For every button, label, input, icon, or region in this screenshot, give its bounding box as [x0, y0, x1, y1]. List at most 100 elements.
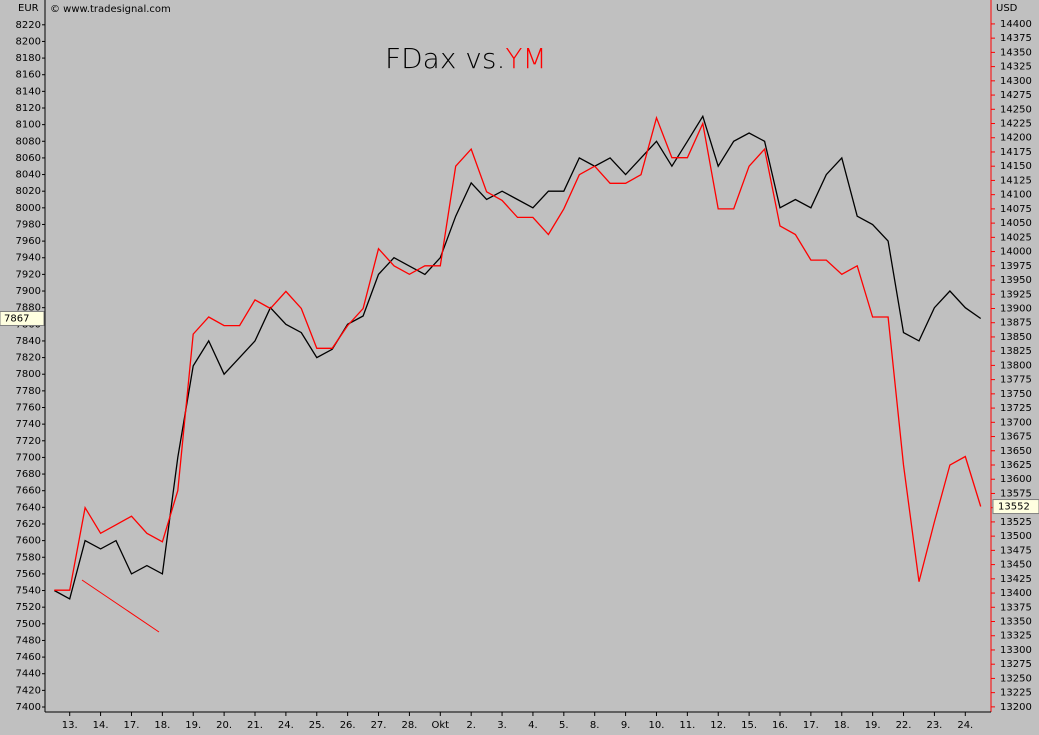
- x-tick-label: 19.: [185, 720, 201, 731]
- x-tick-label: 16.: [772, 720, 788, 731]
- y-tick-label: 8000: [16, 203, 41, 214]
- y2-tick-label: 14050: [1000, 218, 1032, 229]
- x-tick-label: 24.: [957, 720, 973, 731]
- y-tick-label: 8200: [16, 36, 41, 47]
- x-tick-label: 20.: [216, 720, 232, 731]
- y-tick-label: 7560: [16, 569, 41, 580]
- y-tick-label: 7520: [16, 602, 41, 613]
- x-tick-label: 18.: [154, 720, 170, 731]
- y-tick-label: 7760: [16, 403, 41, 414]
- x-tick-label: 18.: [834, 720, 850, 731]
- y-tick-label: 7680: [16, 469, 41, 480]
- y-tick-label: 7940: [16, 253, 41, 264]
- y2-tick-label: 13425: [1000, 574, 1032, 585]
- y-tick-label: 7500: [16, 619, 41, 630]
- x-tick-label: 19.: [865, 720, 881, 731]
- y-tick-label: 7480: [16, 635, 41, 646]
- y-tick-label: 7580: [16, 552, 41, 563]
- y-tick-label: 7960: [16, 236, 41, 247]
- x-tick-label: 22.: [896, 720, 912, 731]
- y2-tick-label: 14075: [1000, 204, 1032, 215]
- y-tick-label: 8080: [16, 136, 41, 147]
- trend-line: [81, 579, 160, 633]
- y2-tick-label: 13800: [1000, 360, 1032, 371]
- x-tick-label: Okt: [431, 720, 449, 731]
- y2-tick-label: 13775: [1000, 375, 1032, 386]
- y2-tick-label: 13450: [1000, 560, 1032, 571]
- series-line: [54, 115, 982, 591]
- y-tick-label: 7780: [16, 386, 41, 397]
- x-tick-label: 27.: [371, 720, 387, 731]
- y2-tick-label: 13200: [1000, 702, 1032, 713]
- y-tick-label: 7540: [16, 586, 41, 597]
- y2-tick-label: 13475: [1000, 545, 1032, 556]
- y2-unit: USD: [996, 3, 1018, 14]
- y-tick-label: 7640: [16, 502, 41, 513]
- y-tick-label: 7720: [16, 436, 41, 447]
- last-value-box: [992, 499, 1039, 515]
- y-tick-label: 7400: [16, 702, 41, 713]
- y2-tick-label: 13600: [1000, 474, 1032, 485]
- y2-tick-label: 13900: [1000, 303, 1032, 314]
- title-highlight: YM: [505, 42, 546, 75]
- series-line: [53, 114, 982, 600]
- y-tick-label: 7600: [16, 536, 41, 547]
- x-tick-label: 14.: [93, 720, 109, 731]
- x-tick-label: 21.: [247, 720, 263, 731]
- y-tick-label: 8060: [16, 153, 41, 164]
- y-tick-label: 7440: [16, 669, 41, 680]
- y2-tick-label: 13275: [1000, 659, 1032, 670]
- y-tick-label: 7460: [16, 652, 41, 663]
- y2-tick-label: 13225: [1000, 688, 1032, 699]
- y2-tick-label: 13925: [1000, 289, 1032, 300]
- y2-tick-label: 13700: [1000, 417, 1032, 428]
- x-tick-label: 12.: [710, 720, 726, 731]
- y-tick-label: 8020: [16, 186, 41, 197]
- x-tick-label: 17.: [803, 720, 819, 731]
- y2-tick-label: 14300: [1000, 76, 1032, 87]
- last-value-box: [0, 310, 45, 326]
- y-tick-label: 8040: [16, 170, 41, 181]
- y2-tick-label: 14225: [1000, 119, 1032, 130]
- x-tick-label: 15.: [741, 720, 757, 731]
- y-tick-label: 7660: [16, 486, 41, 497]
- y2-tick-label: 14175: [1000, 147, 1032, 158]
- x-tick-label: 3.: [497, 720, 507, 731]
- y2-tick-label: 13250: [1000, 673, 1032, 684]
- y-unit: EUR: [18, 3, 39, 14]
- y2-tick-label: 13400: [1000, 588, 1032, 599]
- y2-tick-label: 13675: [1000, 432, 1032, 443]
- x-tick-label: 25.: [309, 720, 325, 731]
- y2-tick-label: 13875: [1000, 318, 1032, 329]
- y-tick-label: 8220: [16, 20, 41, 31]
- y-tick-label: 7800: [16, 369, 41, 380]
- y2-tick-label: 13300: [1000, 645, 1032, 656]
- y2-tick-label: 14025: [1000, 232, 1032, 243]
- x-tick-label: 13.: [62, 720, 78, 731]
- y2-tick-label: 13850: [1000, 332, 1032, 343]
- x-tick-label: 5.: [559, 720, 569, 731]
- y2-tick-label: 13725: [1000, 403, 1032, 414]
- y-tick-label: 8180: [16, 53, 41, 64]
- x-tick-label: 23.: [926, 720, 942, 731]
- chart-title: FDax vs.YM: [385, 42, 547, 75]
- y2-tick-label: 14100: [1000, 190, 1032, 201]
- y-tick-label: 7980: [16, 219, 41, 230]
- y-tick-label: 7420: [16, 685, 41, 696]
- y2-tick-label: 13325: [1000, 631, 1032, 642]
- y2-tick-label: 13350: [1000, 617, 1032, 628]
- y-tick-label: 8120: [16, 103, 41, 114]
- x-tick-label: 8.: [590, 720, 600, 731]
- y2-tick-label: 14350: [1000, 47, 1032, 58]
- title-text: FDax vs.: [385, 42, 505, 75]
- last-value-label: 13552: [998, 502, 1030, 513]
- y-tick-label: 8140: [16, 86, 41, 97]
- y2-tick-label: 14125: [1000, 175, 1032, 186]
- y-tick-label: 7620: [16, 519, 41, 530]
- y-tick-label: 8100: [16, 120, 41, 131]
- y2-tick-label: 14200: [1000, 133, 1032, 144]
- y2-tick-label: 14400: [1000, 19, 1032, 30]
- x-tick-label: 17.: [124, 720, 140, 731]
- y2-tick-label: 13950: [1000, 275, 1032, 286]
